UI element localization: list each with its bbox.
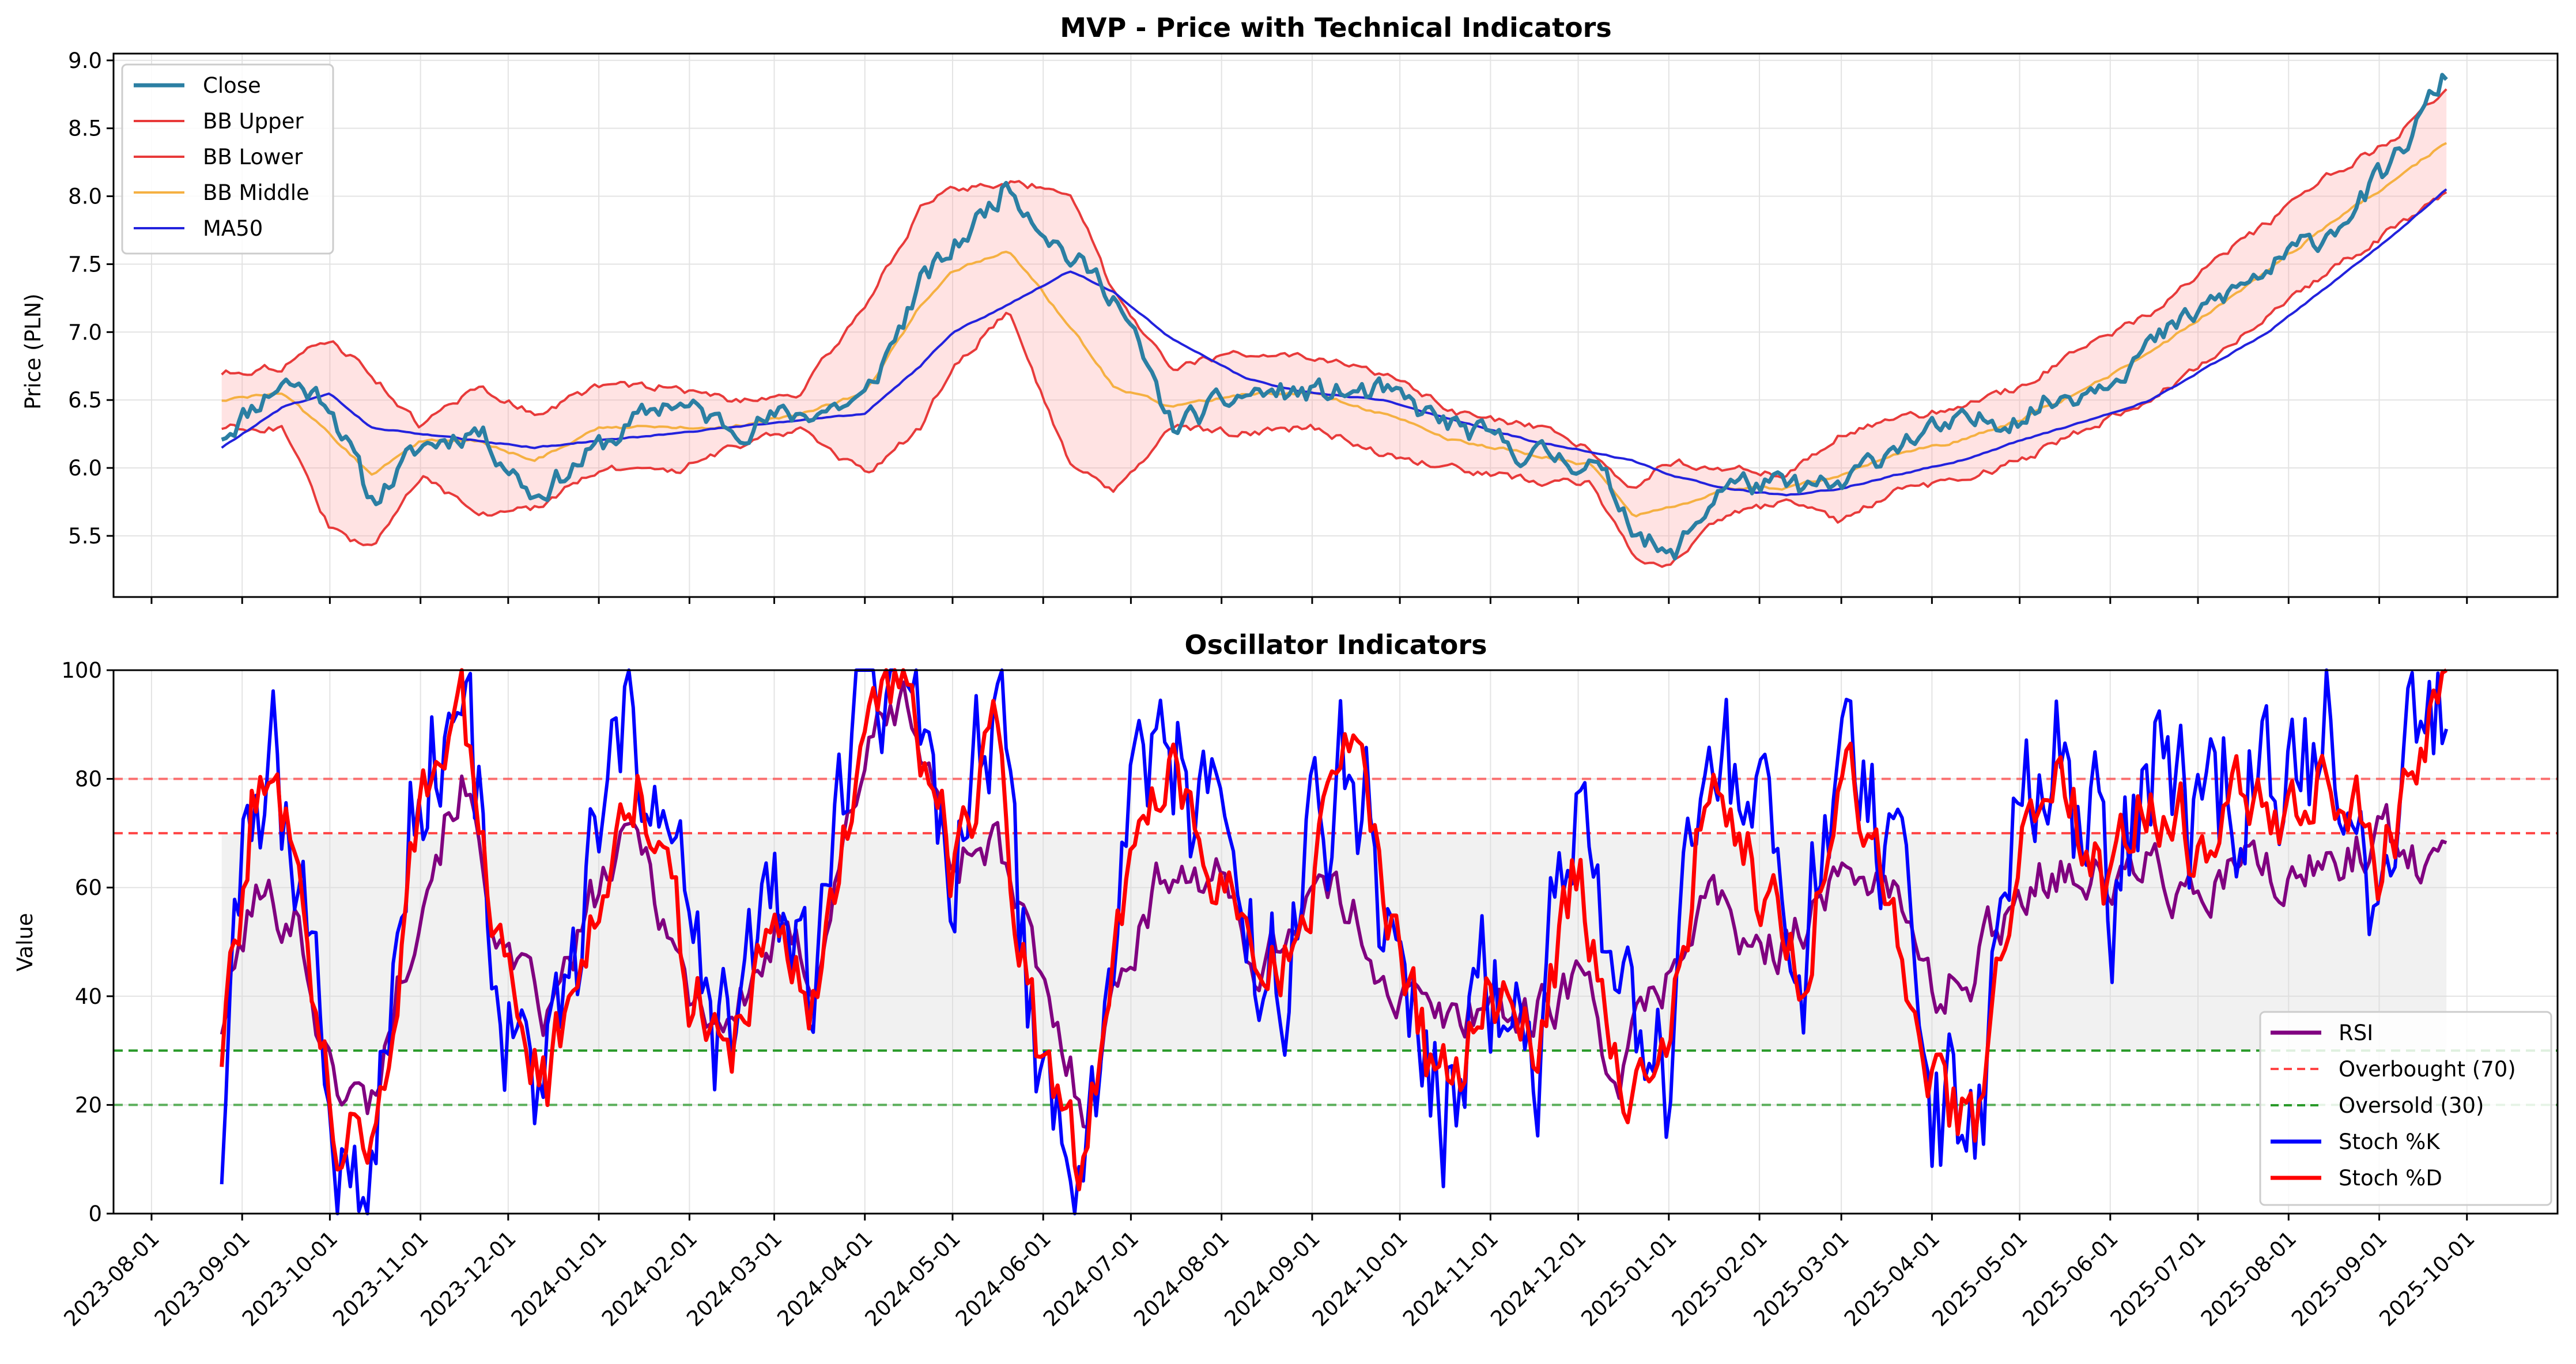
y-tick-label: 20 [75,1093,102,1117]
y-tick-label: 5.5 [68,524,102,549]
y-tick-label: 100 [61,658,102,683]
neutral-zone-fill [221,833,2447,1051]
legend-item-oversold: Oversold (30) [2271,1093,2484,1118]
price-grid [114,54,2558,597]
y-tick-label: 8.5 [68,116,102,141]
neutral-zone-area [221,833,2447,1051]
legend-label-stoch-k: Stoch %K [2339,1129,2441,1154]
oscillator-chart-title: Oscillator Indicators [1185,629,1487,660]
price-y-ticks: 5.5 6.0 6.5 7.0 7.5 8.0 8.5 9.0 [68,48,114,549]
oscillator-legend: RSI Overbought (70) Oversold (30) Stoch … [2259,1011,2552,1206]
legend-item-overbought: Overbought (70) [2271,1057,2516,1082]
legend-item-stoch-d: Stoch %D [2271,1166,2442,1191]
y-tick-label: 7.0 [68,320,102,345]
y-tick-label: 6.5 [68,388,102,413]
oscillator-series-lines [220,668,2449,1215]
price-legend: Close BB Upper BB Lower BB Middle MA50 [121,63,334,255]
legend-label-bb-lower: BB Lower [203,145,303,169]
price-panel: MVP - Price with Technical Indicators Pr… [21,12,2559,604]
series-line-bb-middle [221,142,2447,517]
legend-label-overbought: Overbought (70) [2339,1057,2516,1082]
series-line-close [221,73,2448,561]
series-line-bb-upper [221,88,2447,489]
y-tick-label: 0 [88,1201,102,1226]
legend-label-stoch-d: Stoch %D [2339,1166,2442,1191]
oscillator-y-ticks: 0 20 40 60 80 100 [61,658,114,1226]
oscillator-legend-box [2259,1011,2552,1206]
price-chart-title: MVP - Price with Technical Indicators [1060,12,1612,43]
series-line-stoch-d [220,668,2448,1192]
y-tick-label: 40 [75,984,102,1009]
price-series-lines [221,73,2448,568]
legend-item-bb-upper: BB Upper [134,109,304,134]
oscillator-y-axis-label: Value [13,913,37,972]
y-tick-label: 8.0 [68,184,102,209]
y-tick-label: 7.5 [68,252,102,277]
oscillator-plot-frame [112,669,2559,1215]
legend-label-bb-middle: BB Middle [203,180,309,205]
legend-item-ma50: MA50 [134,216,263,241]
y-tick-label: 80 [75,767,102,792]
legend-label-oversold: Oversold (30) [2339,1093,2484,1118]
legend-label-close: Close [203,73,261,98]
legend-item-rsi: RSI [2271,1021,2373,1045]
series-line-rsi [220,680,2447,1129]
legend-label-bb-upper: BB Upper [203,109,304,134]
price-x-ticks [150,597,2468,604]
y-tick-label: 6.0 [68,456,102,481]
price-legend-box [121,63,334,255]
legend-label-ma50: MA50 [203,216,263,241]
legend-item-stoch-k: Stoch %K [2271,1129,2441,1154]
price-plot-frame [112,52,2559,598]
y-tick-label: 60 [75,875,102,900]
legend-item-close: Close [134,73,261,98]
y-tick-label: 9.0 [68,48,102,73]
legend-label-rsi: RSI [2339,1021,2373,1045]
price-y-axis-label: Price (PLN) [21,293,46,410]
legend-item-bb-lower: BB Lower [134,145,303,169]
legend-item-bb-middle: BB Middle [134,180,309,205]
series-line-bb-lower [221,191,2447,568]
